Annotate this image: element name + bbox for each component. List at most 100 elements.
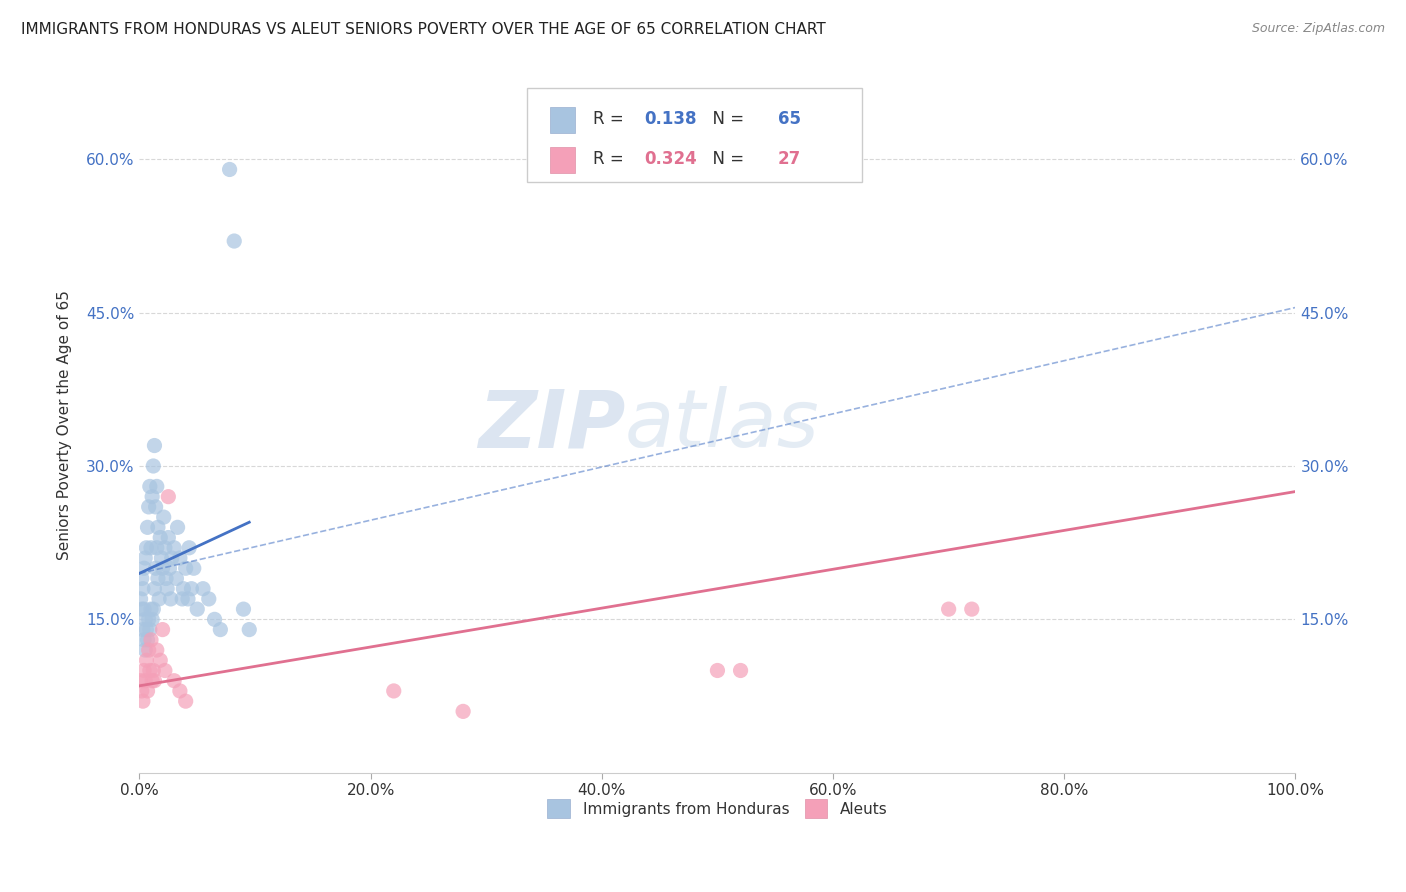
Legend: Immigrants from Honduras, Aleuts: Immigrants from Honduras, Aleuts <box>541 793 894 824</box>
Point <box>136 520 159 534</box>
Text: 65: 65 <box>778 110 800 128</box>
Point <box>135 623 157 637</box>
Point <box>156 582 179 596</box>
Point <box>960 602 983 616</box>
Point <box>139 602 162 616</box>
Point <box>163 541 186 555</box>
Point <box>134 612 156 626</box>
Point <box>157 490 180 504</box>
Point <box>179 541 201 555</box>
Point <box>238 623 260 637</box>
Point <box>232 602 254 616</box>
Point <box>138 500 160 514</box>
Point <box>160 551 183 566</box>
Point <box>132 623 155 637</box>
Point <box>138 643 160 657</box>
Point <box>134 643 156 657</box>
Point <box>145 561 167 575</box>
Point <box>148 591 170 606</box>
Point <box>129 591 152 606</box>
Point <box>146 643 169 657</box>
Point <box>143 582 166 596</box>
Point <box>132 632 155 647</box>
Bar <box>550 147 575 173</box>
Point <box>159 591 181 606</box>
Text: Source: ZipAtlas.com: Source: ZipAtlas.com <box>1251 22 1385 36</box>
Point <box>134 673 156 688</box>
Point <box>135 541 157 555</box>
Text: 0.324: 0.324 <box>644 150 697 168</box>
Point <box>218 162 240 177</box>
Point <box>146 572 169 586</box>
Point <box>198 591 221 606</box>
Point <box>451 705 474 719</box>
FancyBboxPatch shape <box>527 88 862 182</box>
Point <box>191 582 214 596</box>
Point <box>132 664 155 678</box>
Text: IMMIGRANTS FROM HONDURAS VS ALEUT SENIORS POVERTY OVER THE AGE OF 65 CORRELATION: IMMIGRANTS FROM HONDURAS VS ALEUT SENIOR… <box>21 22 825 37</box>
Point <box>153 664 176 678</box>
Point <box>157 531 180 545</box>
Point <box>141 673 163 688</box>
Point <box>152 510 174 524</box>
Point <box>706 664 728 678</box>
Point <box>224 234 246 248</box>
Point <box>136 684 159 698</box>
Point <box>149 653 172 667</box>
Text: R =: R = <box>592 110 628 128</box>
Point <box>163 673 186 688</box>
Point <box>145 500 167 514</box>
Point <box>166 520 188 534</box>
Point <box>142 458 165 473</box>
Point <box>142 664 165 678</box>
Point <box>209 623 232 637</box>
Text: atlas: atlas <box>624 386 820 464</box>
Text: R =: R = <box>592 150 628 168</box>
Point <box>159 561 181 575</box>
Point <box>139 541 162 555</box>
Point <box>172 582 194 596</box>
Text: ZIP: ZIP <box>478 386 624 464</box>
Point <box>169 551 191 566</box>
Point <box>177 591 200 606</box>
Point <box>382 684 405 698</box>
Point <box>172 591 194 606</box>
Point <box>129 673 152 688</box>
Point <box>143 673 166 688</box>
Point <box>132 602 155 616</box>
Text: 0.138: 0.138 <box>644 110 697 128</box>
Point <box>138 612 160 626</box>
Point <box>938 602 960 616</box>
Point <box>136 632 159 647</box>
Point <box>183 561 205 575</box>
Point <box>153 541 176 555</box>
Point <box>186 602 208 616</box>
Point <box>131 684 153 698</box>
Point <box>132 582 155 596</box>
Point <box>134 551 156 566</box>
Point <box>150 551 173 566</box>
Point <box>139 632 162 647</box>
Point <box>155 572 177 586</box>
Point <box>174 561 197 575</box>
Point <box>149 531 172 545</box>
Point <box>165 572 187 586</box>
Point <box>141 612 163 626</box>
Bar <box>550 107 575 133</box>
Point <box>139 664 162 678</box>
Point <box>180 582 202 596</box>
Point <box>169 684 191 698</box>
Point <box>141 490 163 504</box>
Point <box>131 602 153 616</box>
Point <box>139 623 162 637</box>
Point <box>132 694 155 708</box>
Point <box>135 653 157 667</box>
Point <box>142 602 165 616</box>
Point <box>132 561 155 575</box>
Text: N =: N = <box>703 110 749 128</box>
Point <box>204 612 226 626</box>
Point <box>152 623 174 637</box>
Point <box>131 572 153 586</box>
Point <box>146 541 169 555</box>
Y-axis label: Seniors Poverty Over the Age of 65: Seniors Poverty Over the Age of 65 <box>58 290 72 560</box>
